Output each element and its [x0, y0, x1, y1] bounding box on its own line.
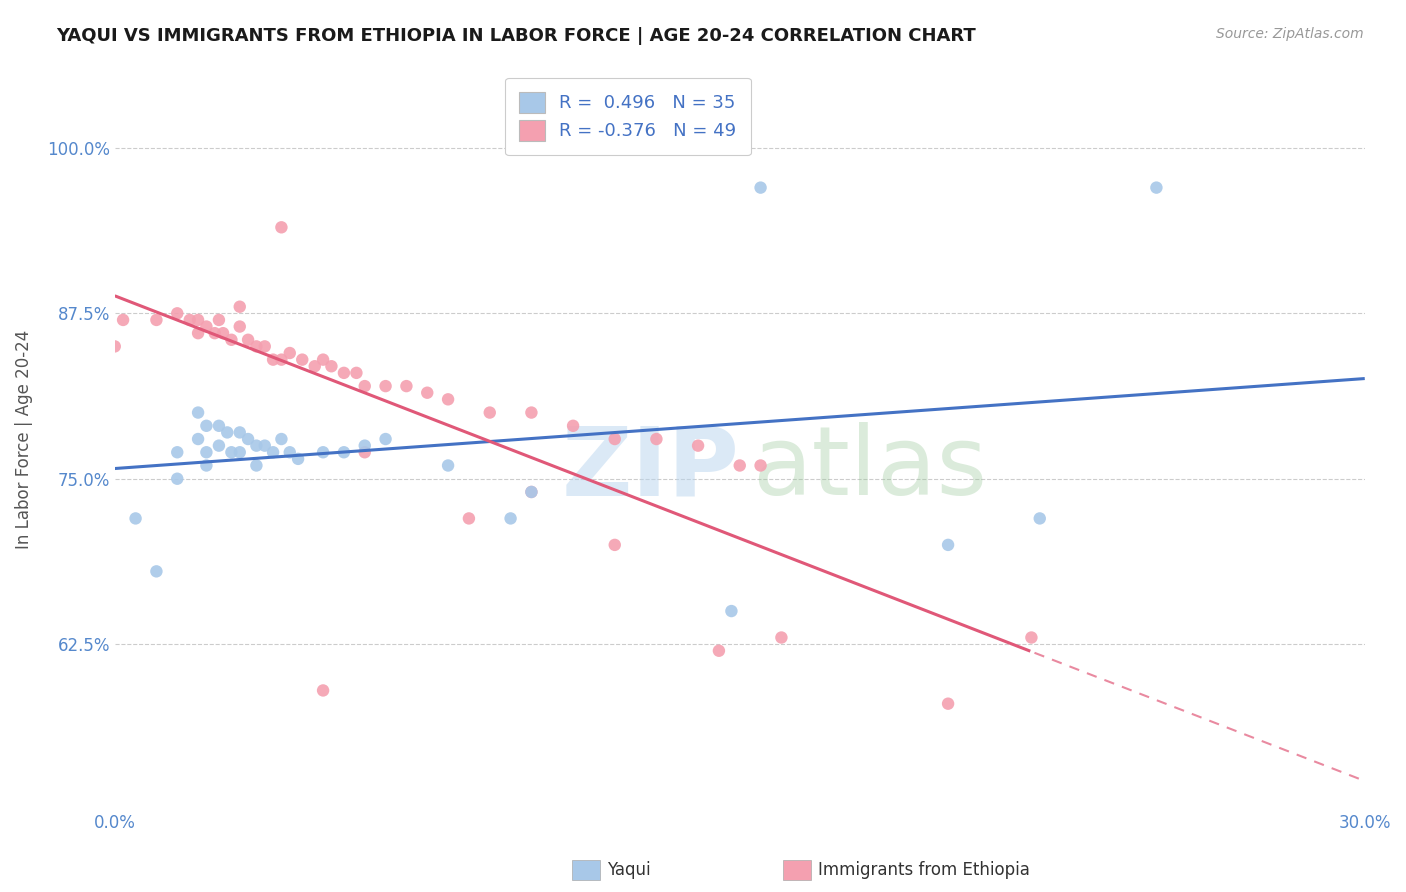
Point — [344, 366, 367, 380]
Point — [520, 485, 543, 500]
Point — [166, 306, 188, 320]
Point — [1144, 180, 1167, 194]
Point — [416, 385, 439, 400]
Point — [229, 425, 252, 440]
Point — [208, 313, 231, 327]
Point — [437, 458, 460, 473]
Point — [353, 379, 375, 393]
Point — [262, 445, 284, 459]
Point — [245, 339, 267, 353]
Point — [770, 631, 793, 645]
Point — [287, 451, 309, 466]
Point — [236, 333, 259, 347]
Point — [437, 392, 460, 407]
Point — [195, 319, 218, 334]
Text: Immigrants from Ethiopia: Immigrants from Ethiopia — [818, 861, 1031, 879]
Point — [603, 432, 626, 446]
Text: Source: ZipAtlas.com: Source: ZipAtlas.com — [1216, 27, 1364, 41]
Point — [187, 432, 209, 446]
Point — [229, 445, 252, 459]
Point — [1029, 511, 1052, 525]
Point — [333, 366, 356, 380]
Point — [217, 425, 239, 440]
Point — [1021, 631, 1043, 645]
Point — [936, 538, 959, 552]
Point — [195, 445, 218, 459]
Point — [221, 445, 243, 459]
Point — [253, 439, 276, 453]
Point — [304, 359, 326, 374]
Point — [253, 339, 276, 353]
Text: ZIP: ZIP — [562, 422, 740, 516]
Point — [262, 352, 284, 367]
Text: atlas: atlas — [752, 422, 987, 516]
Point — [374, 432, 396, 446]
Point — [312, 683, 335, 698]
Point — [204, 326, 226, 341]
Point — [278, 346, 301, 360]
Point — [229, 300, 252, 314]
Point — [395, 379, 418, 393]
Point — [245, 439, 267, 453]
Point — [458, 511, 481, 525]
Point — [195, 418, 218, 433]
Point — [104, 339, 127, 353]
Point — [212, 326, 235, 341]
Point — [187, 326, 209, 341]
Point — [353, 439, 375, 453]
Point — [499, 511, 522, 525]
Point — [312, 352, 335, 367]
Point — [112, 313, 135, 327]
Point — [603, 538, 626, 552]
Point — [245, 458, 267, 473]
Point — [520, 485, 543, 500]
Point — [749, 458, 772, 473]
Point — [124, 511, 146, 525]
Point — [229, 319, 252, 334]
Text: Yaqui: Yaqui — [607, 861, 651, 879]
Point — [166, 445, 188, 459]
Point — [179, 313, 201, 327]
Point — [208, 418, 231, 433]
Y-axis label: In Labor Force | Age 20-24: In Labor Force | Age 20-24 — [15, 329, 32, 549]
Point — [166, 472, 188, 486]
Point — [221, 333, 243, 347]
Point — [720, 604, 742, 618]
Point — [645, 432, 668, 446]
Point — [145, 565, 167, 579]
Point — [145, 313, 167, 327]
Point — [562, 418, 585, 433]
Point — [374, 379, 396, 393]
Point — [478, 406, 501, 420]
Point — [353, 445, 375, 459]
Point — [707, 644, 730, 658]
Point — [688, 439, 710, 453]
Legend: R =  0.496   N = 35, R = -0.376   N = 49: R = 0.496 N = 35, R = -0.376 N = 49 — [505, 78, 751, 155]
Point — [936, 697, 959, 711]
Point — [195, 458, 218, 473]
Point — [270, 220, 292, 235]
Text: YAQUI VS IMMIGRANTS FROM ETHIOPIA IN LABOR FORCE | AGE 20-24 CORRELATION CHART: YAQUI VS IMMIGRANTS FROM ETHIOPIA IN LAB… — [56, 27, 976, 45]
Point — [321, 359, 343, 374]
Point — [208, 439, 231, 453]
Point — [312, 445, 335, 459]
Point — [187, 406, 209, 420]
Point — [270, 432, 292, 446]
Point — [278, 445, 301, 459]
Point — [187, 313, 209, 327]
Point — [270, 352, 292, 367]
Point — [236, 432, 259, 446]
Point — [291, 352, 314, 367]
Point — [333, 445, 356, 459]
Point — [728, 458, 751, 473]
Point — [520, 406, 543, 420]
Point — [749, 180, 772, 194]
